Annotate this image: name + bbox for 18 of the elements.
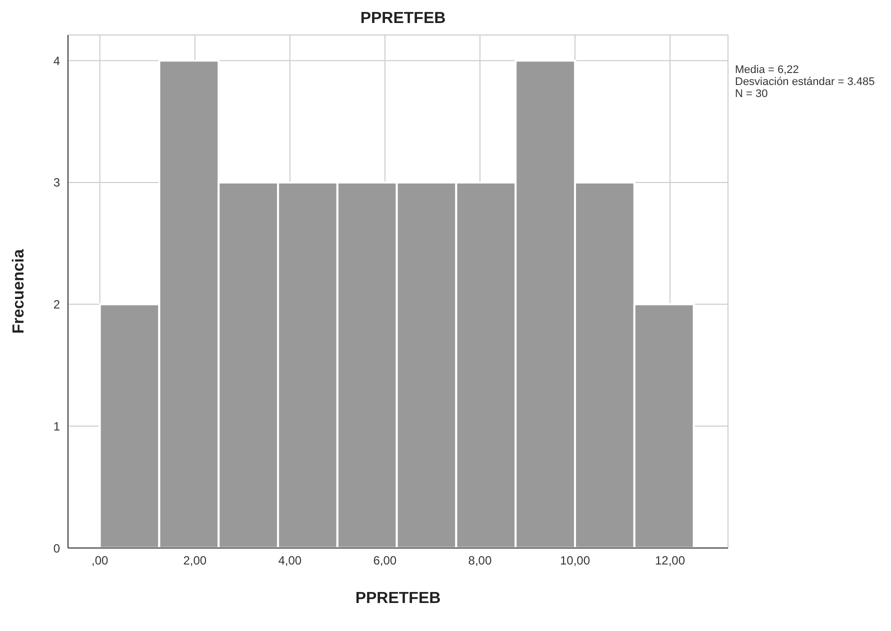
y-tick-label: 3 (53, 176, 60, 190)
text: Media = 6,22 (735, 64, 800, 76)
y-tick-label: 1 (53, 419, 60, 434)
x-tick-label: 4,00 (278, 554, 302, 568)
x-tick-label: 10,00 (560, 554, 590, 568)
x-tick-label: 8,00 (468, 554, 492, 568)
y-tick-label: 4 (53, 54, 60, 68)
text: N = 30 (735, 88, 769, 100)
x-tick-label: ,00 (91, 554, 108, 568)
y-axis-title: Frecuencia (10, 249, 28, 334)
chart-title: PPRETFEB (359, 10, 447, 28)
x-tick-label: 6,00 (373, 554, 397, 568)
text: Desviación estándar = 3.485 (735, 76, 875, 88)
y-tick-label: 0 (53, 541, 60, 556)
x-axis-title: PPRETFEB (355, 590, 441, 607)
x-tick-label: 12,00 (655, 554, 686, 568)
x-tick-label: 2,00 (183, 554, 207, 568)
y-tick-label: 2 (53, 298, 60, 312)
